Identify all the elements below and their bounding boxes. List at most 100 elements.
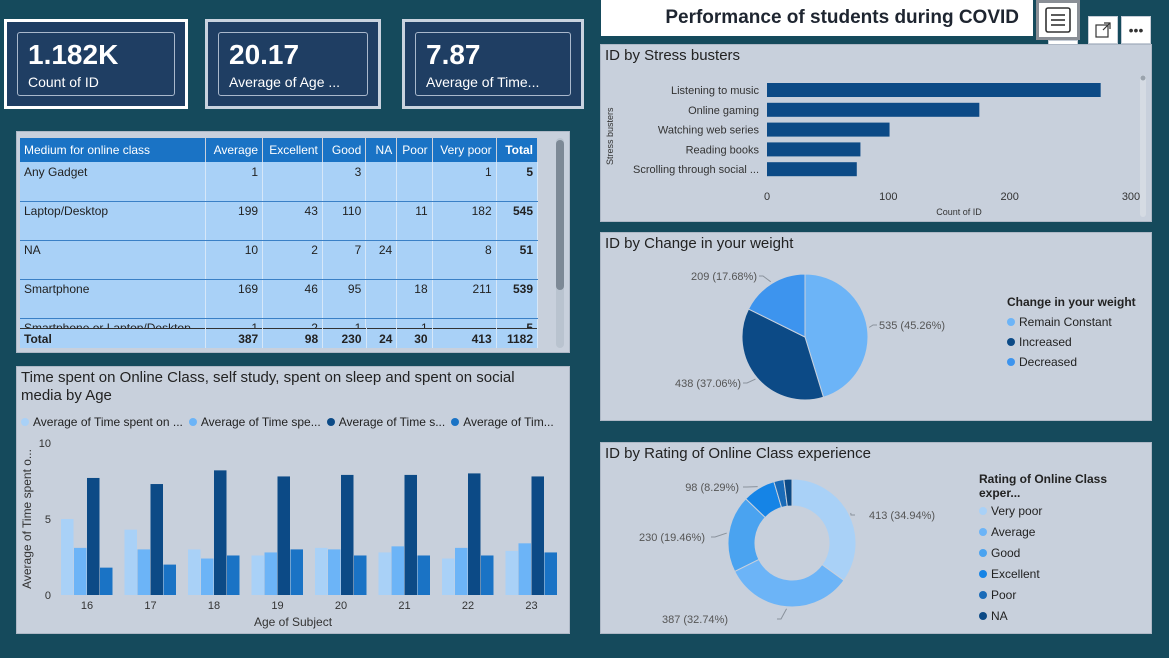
rating-donut-chart: 413 (34.94%) 387 (32.74%) 230 (19.46%) 98 (… — [639, 478, 935, 626]
bar — [87, 477, 100, 595]
x-tick-label: 23 — [525, 600, 537, 612]
legend-item[interactable]: Average of Tim... — [451, 415, 554, 429]
total-cell: 387 — [205, 328, 264, 348]
scrollbar-thumb[interactable] — [556, 140, 564, 290]
legend-label: Average of Time spent on ... — [33, 415, 183, 429]
legend-item[interactable]: Remain Constant — [1007, 315, 1136, 329]
total-cell: 413 — [432, 328, 497, 348]
legend-item[interactable]: Average — [979, 525, 1151, 539]
chart-title: Time spent on Online Class, self study, … — [21, 369, 515, 404]
legend-dot-icon — [979, 591, 987, 599]
bar — [468, 473, 481, 595]
bar — [251, 555, 264, 595]
legend-item[interactable]: Average of Time s... — [326, 415, 445, 429]
legend-dot-icon — [188, 418, 197, 426]
kpi-card-count[interactable]: 1.182K Count of ID — [4, 19, 188, 109]
legend-item[interactable]: Excellent — [979, 567, 1151, 581]
legend-label: Increased — [1019, 335, 1072, 349]
stress-busters-panel[interactable]: ID by Stress busters Listening to music O… — [600, 44, 1152, 222]
table-cell — [396, 240, 433, 260]
kpi-card-age[interactable]: 20.17 Average of Age ... — [205, 19, 381, 109]
stress-busters-chart: Listening to music Online gaming Watching … — [605, 75, 1146, 217]
total-row: Total 387 98 230 24 30 413 1182 — [20, 328, 539, 348]
time-spent-chart: 0 5 10 16 17 18 19 20 21 22 23 Age of Subject Averag… — [20, 438, 557, 629]
kpi-value: 7.87 — [426, 39, 481, 70]
matrix-table: Medium for online class Average Excellent G… — [20, 138, 538, 338]
row-spacer — [20, 298, 538, 319]
bar — [264, 552, 277, 595]
table-cell — [365, 279, 398, 299]
table-row[interactable]: Any Gadget 1 3 1 5 — [20, 162, 538, 182]
legend-item[interactable]: Average of Time spe... — [188, 415, 321, 429]
x-tick-label: 17 — [144, 600, 156, 612]
more-options-icon[interactable]: ••• — [1121, 16, 1151, 44]
legend-item[interactable]: Poor — [979, 588, 1151, 602]
legend-dot-icon — [979, 528, 987, 536]
rating-donut-panel[interactable]: ID by Rating of Online Class experience … — [600, 442, 1152, 634]
row-spacer — [20, 220, 538, 241]
legend-item[interactable]: Decreased — [1007, 355, 1136, 369]
matrix-panel[interactable]: Medium for online class Average Excellent G… — [16, 131, 570, 353]
x-tick-label: 0 — [764, 191, 770, 203]
table-cell: 1 — [432, 162, 497, 182]
rating-legend: Rating of Online Class exper... Very poo… — [979, 472, 1151, 630]
notes-icon[interactable] — [1036, 0, 1080, 40]
bar — [74, 547, 87, 595]
leader-line — [777, 608, 788, 620]
column-header[interactable]: Medium for online class — [20, 138, 207, 162]
matrix-scrollbar[interactable] — [556, 138, 564, 348]
x-tick-label: 300 — [1122, 191, 1140, 203]
table-cell — [365, 162, 398, 182]
bar — [277, 476, 290, 595]
y-axis-label: Stress busters — [605, 107, 615, 165]
legend-item[interactable]: Average of Time spent on ... — [21, 415, 183, 429]
donut-slice — [783, 478, 793, 507]
bar — [214, 470, 227, 595]
table-cell: 110 — [322, 201, 367, 221]
table-row[interactable]: NA 10 2 7 24 8 51 — [20, 240, 538, 260]
focus-mode-icon[interactable] — [1088, 16, 1118, 44]
table-cell: Laptop/Desktop — [20, 201, 207, 221]
bar — [378, 552, 391, 595]
kpi-card-time[interactable]: 7.87 Average of Time... — [402, 19, 584, 109]
table-cell: 3 — [322, 162, 367, 182]
time-spent-panel[interactable]: Time spent on Online Class, self study, … — [16, 366, 570, 634]
bar — [767, 162, 857, 177]
column-header[interactable]: NA — [365, 138, 398, 162]
bar — [188, 549, 201, 595]
table-cell: 51 — [496, 240, 538, 260]
legend-item[interactable]: Very poor — [979, 504, 1151, 518]
legend-title: Change in your weight — [1007, 295, 1136, 309]
legend-item[interactable]: Increased — [1007, 335, 1136, 349]
x-tick-label: 200 — [1000, 191, 1018, 203]
leader-line — [869, 324, 877, 328]
column-header[interactable]: Excellent — [262, 138, 323, 162]
legend-item[interactable]: NA — [979, 609, 1151, 623]
table-cell: Smartphone — [20, 279, 207, 299]
legend-label: Average of Time spe... — [200, 415, 321, 429]
column-header[interactable]: Very poor — [432, 138, 497, 162]
table-cell: 182 — [432, 201, 497, 221]
column-header[interactable]: Poor — [396, 138, 433, 162]
table-cell — [262, 162, 323, 182]
legend-dot-icon — [1007, 318, 1015, 326]
bar — [201, 558, 214, 595]
total-cell: 230 — [322, 328, 367, 348]
weight-pie-panel[interactable]: ID by Change in your weight 535 (45.26%)… — [600, 232, 1152, 421]
table-cell: 46 — [262, 279, 323, 299]
category-label: Listening to music — [671, 85, 760, 97]
category-label: Watching web series — [658, 125, 760, 137]
table-cell: 11 — [396, 201, 433, 221]
table-cell: 545 — [496, 201, 538, 221]
bar — [481, 555, 494, 595]
column-header[interactable]: Good — [322, 138, 367, 162]
legend-dot-icon — [1007, 358, 1015, 366]
column-header[interactable]: Average — [205, 138, 264, 162]
table-cell: 10 — [205, 240, 264, 260]
bar — [163, 564, 176, 595]
table-row[interactable]: Smartphone 169 46 95 18 211 539 — [20, 279, 538, 299]
column-header[interactable]: Total — [496, 138, 538, 162]
legend-dot-icon — [21, 418, 29, 426]
legend-item[interactable]: Good — [979, 546, 1151, 560]
table-row[interactable]: Laptop/Desktop 199 43 110 11 182 545 — [20, 201, 538, 221]
